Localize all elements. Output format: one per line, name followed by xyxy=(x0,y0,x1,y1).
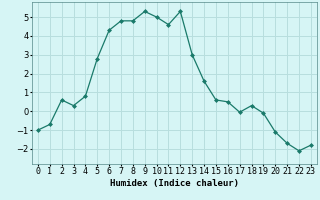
X-axis label: Humidex (Indice chaleur): Humidex (Indice chaleur) xyxy=(110,179,239,188)
